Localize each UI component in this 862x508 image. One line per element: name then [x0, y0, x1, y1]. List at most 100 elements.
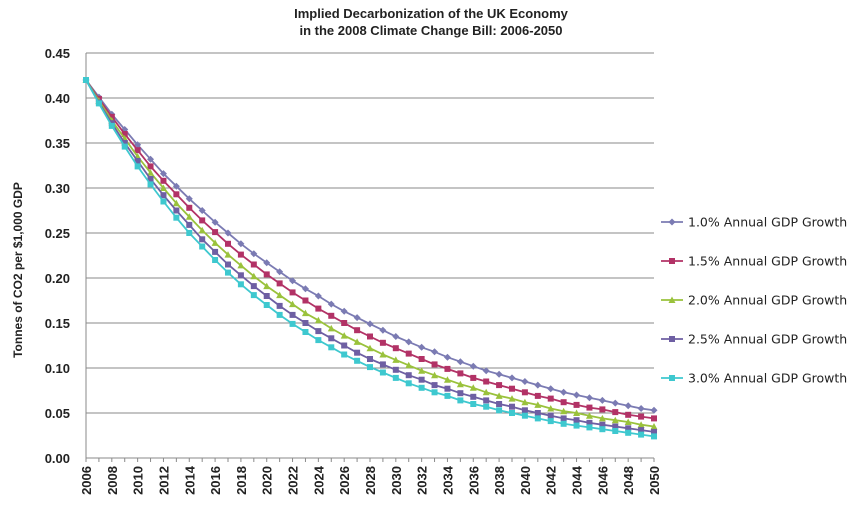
data-point	[173, 191, 180, 198]
y-tick-label: 0.40	[45, 91, 70, 106]
data-point	[638, 431, 645, 438]
chart-title-line-2: in the 2008 Climate Change Bill: 2006-20…	[299, 23, 563, 38]
series-line	[85, 79, 655, 428]
x-tick-label: 2026	[337, 466, 352, 495]
data-point	[586, 424, 593, 431]
legend-item: 2.0% Annual GDP Growth	[661, 293, 847, 308]
legend: 1.0% Annual GDP Growth 1.5% Annual GDP Gr…	[661, 215, 847, 386]
data-point	[353, 338, 361, 345]
x-tick-label: 2050	[647, 466, 662, 495]
data-point	[573, 417, 580, 424]
data-point	[315, 328, 322, 335]
data-point	[547, 412, 554, 419]
data-point	[367, 333, 373, 340]
data-point	[560, 407, 568, 415]
x-tick-label: 2034	[440, 465, 455, 495]
y-axis-title: Tonnes of CO2 per $1,000 GDP	[11, 182, 25, 358]
x-tick-label: 2016	[208, 466, 223, 495]
data-point	[237, 261, 245, 269]
data-point	[289, 277, 297, 285]
data-point	[521, 389, 528, 396]
data-point	[431, 361, 438, 368]
data-point	[509, 410, 515, 416]
data-point	[651, 433, 657, 440]
legend-label: 2.5% Annual GDP Growth	[688, 332, 847, 347]
data-point	[392, 374, 399, 381]
data-point	[521, 378, 529, 385]
data-point	[625, 411, 632, 418]
y-tick-label: 0.05	[45, 406, 70, 421]
data-point	[444, 365, 451, 372]
x-tick-label: 2014	[182, 465, 197, 495]
data-point	[496, 407, 503, 414]
data-point	[418, 376, 425, 383]
legend-marker	[669, 258, 675, 264]
x-tick-label: 2036	[466, 466, 481, 495]
series-1	[82, 76, 658, 414]
data-point	[651, 428, 657, 435]
data-point	[560, 420, 567, 427]
data-point	[586, 404, 593, 411]
data-point	[367, 356, 373, 362]
data-point	[509, 385, 515, 392]
data-point	[469, 362, 477, 370]
data-point	[624, 402, 632, 410]
data-point	[341, 351, 348, 358]
data-point	[276, 311, 283, 318]
data-point	[186, 204, 193, 211]
data-point	[301, 285, 309, 293]
series-line	[85, 79, 655, 438]
legend-marker	[669, 375, 675, 381]
data-point	[431, 371, 439, 379]
data-point	[482, 388, 490, 396]
data-point	[328, 312, 335, 319]
data-point	[573, 409, 581, 416]
y-tick-label: 0.30	[45, 181, 70, 196]
data-point	[341, 342, 348, 349]
data-point	[573, 401, 580, 408]
chart-title-line-1: Implied Decarbonization of the UK Econom…	[294, 6, 568, 21]
data-point	[443, 376, 451, 383]
data-point	[276, 302, 283, 309]
data-point	[469, 384, 477, 391]
data-point	[483, 403, 490, 410]
data-point	[366, 320, 374, 328]
data-point	[534, 415, 541, 422]
data-point	[418, 384, 425, 391]
data-point	[172, 182, 180, 190]
data-point	[456, 358, 464, 366]
data-point	[328, 344, 335, 351]
data-point	[431, 382, 438, 389]
legend-marker	[668, 296, 676, 303]
data-point	[379, 326, 387, 334]
data-point	[651, 415, 657, 422]
data-point	[379, 361, 386, 368]
data-point	[160, 198, 167, 205]
data-point	[573, 422, 580, 429]
data-point	[612, 423, 619, 430]
data-point	[495, 370, 503, 378]
y-tick-label: 0.20	[45, 271, 70, 286]
data-point	[534, 410, 541, 416]
series-2	[83, 77, 657, 422]
data-point	[289, 320, 296, 327]
data-point	[160, 192, 167, 199]
data-point	[612, 428, 619, 434]
data-point	[431, 389, 438, 396]
data-point	[418, 356, 425, 362]
x-tick-label: 2008	[105, 466, 120, 495]
data-point	[199, 236, 206, 243]
gridlines	[85, 52, 654, 459]
legend-item: 1.0% Annual GDP Growth	[661, 215, 847, 230]
data-point	[276, 291, 284, 299]
data-point	[199, 243, 206, 250]
data-point	[263, 282, 271, 290]
data-point	[483, 397, 490, 404]
x-tick-label: 2042	[544, 466, 559, 495]
data-point	[379, 339, 386, 346]
data-point	[495, 392, 503, 399]
y-tick-label: 0.45	[45, 46, 70, 61]
data-point	[327, 300, 335, 308]
data-point	[250, 283, 257, 290]
